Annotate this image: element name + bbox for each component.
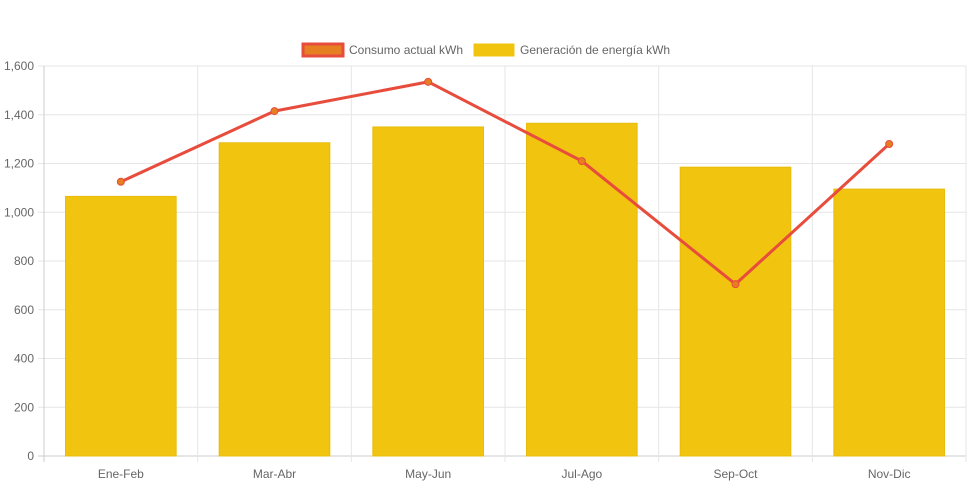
legend-label-generacion[interactable]: Generación de energía kWh <box>520 43 670 57</box>
y-tick-label: 1,400 <box>4 108 34 122</box>
x-tick-label: May-Jun <box>405 467 451 481</box>
y-tick-label: 400 <box>14 352 34 366</box>
legend-swatch-generacion[interactable] <box>473 43 515 57</box>
x-tick-label: Jul-Ago <box>561 467 602 481</box>
point-consumo <box>885 140 894 148</box>
x-tick-label: Ene-Feb <box>98 467 144 481</box>
point-consumo <box>731 280 740 289</box>
x-tick-label: Mar-Abr <box>253 467 296 481</box>
y-tick-label: 800 <box>14 254 34 268</box>
line-consumo <box>120 80 891 287</box>
point-consumo <box>577 157 586 166</box>
x-tick-label: Nov-Dic <box>868 467 911 481</box>
bars <box>65 122 945 457</box>
bar-generacion <box>65 195 177 457</box>
point-consumo <box>270 107 279 116</box>
y-tick-label: 1,200 <box>4 157 34 171</box>
axes: 0 200 400 600 800 1,000 1,200 1,400 1,600 Ene-Feb… <box>4 59 911 481</box>
point-consumo <box>424 77 433 86</box>
legend-label-consumo[interactable]: Consumo actual kWh <box>349 43 463 57</box>
x-tick-label: Sep-Oct <box>713 467 758 481</box>
y-tick-label: 0 <box>27 449 34 463</box>
legend: Consumo actual kWh Generación de energía… <box>301 42 670 58</box>
point-consumo <box>116 177 125 186</box>
bar-generacion <box>372 126 484 457</box>
grid <box>38 65 967 462</box>
y-tick-label: 600 <box>14 303 34 317</box>
y-tick-label: 1,000 <box>4 205 34 219</box>
bar-generacion <box>218 142 331 457</box>
y-tick-label: 1,600 <box>4 59 34 73</box>
bar-generacion <box>833 188 945 457</box>
legend-swatch-consumo[interactable] <box>301 42 345 58</box>
bar-generacion <box>526 122 638 457</box>
y-tick-label: 200 <box>14 400 34 414</box>
bar-generacion <box>679 166 792 457</box>
line-series <box>116 77 894 289</box>
